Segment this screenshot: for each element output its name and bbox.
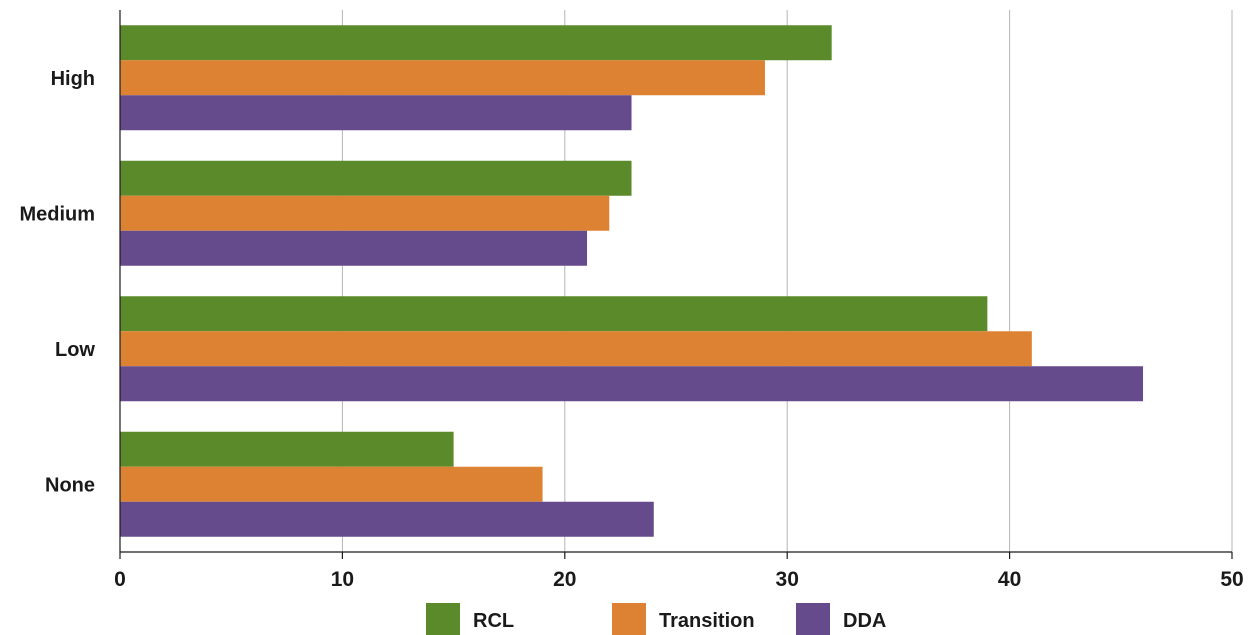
x-tick-labels: 0 10 20 30 40 50 [114, 568, 1244, 591]
bar-transition-high [120, 60, 765, 96]
bar-rcl-medium [120, 160, 632, 196]
bar-transition-none [120, 466, 543, 502]
bar-dda-high [120, 95, 632, 131]
legend-swatch-transition [612, 603, 646, 635]
bar-dda-medium [120, 230, 588, 266]
bar-rcl-none [120, 431, 454, 467]
x-tick-label: 40 [998, 568, 1021, 591]
category-label: Medium [19, 203, 95, 225]
category-label: High [51, 68, 95, 90]
legend: RCL Transition DDA [426, 603, 886, 635]
legend-label-rcl: RCL [473, 610, 514, 632]
bar-rcl-high [120, 25, 832, 61]
x-tick-label: 30 [776, 568, 799, 591]
category-labels: High Medium Low None [19, 68, 95, 497]
x-tick-label: 10 [331, 568, 354, 591]
x-tick-label: 50 [1220, 568, 1243, 591]
legend-label-transition: Transition [659, 610, 755, 632]
x-tick-label: 20 [553, 568, 576, 591]
bar-transition-low [120, 331, 1032, 367]
legend-swatch-rcl [426, 603, 460, 635]
axes-group [119, 10, 1233, 559]
legend-label-dda: DDA [843, 610, 886, 632]
bar-transition-medium [120, 195, 610, 231]
category-label: Low [55, 339, 95, 361]
bar-dda-low [120, 366, 1144, 402]
bar-dda-none [120, 501, 654, 537]
bars-group [120, 25, 1144, 537]
bar-rcl-low [120, 296, 988, 332]
legend-swatch-dda [796, 603, 830, 635]
category-label: None [45, 474, 95, 496]
x-tick-label: 0 [114, 568, 126, 591]
